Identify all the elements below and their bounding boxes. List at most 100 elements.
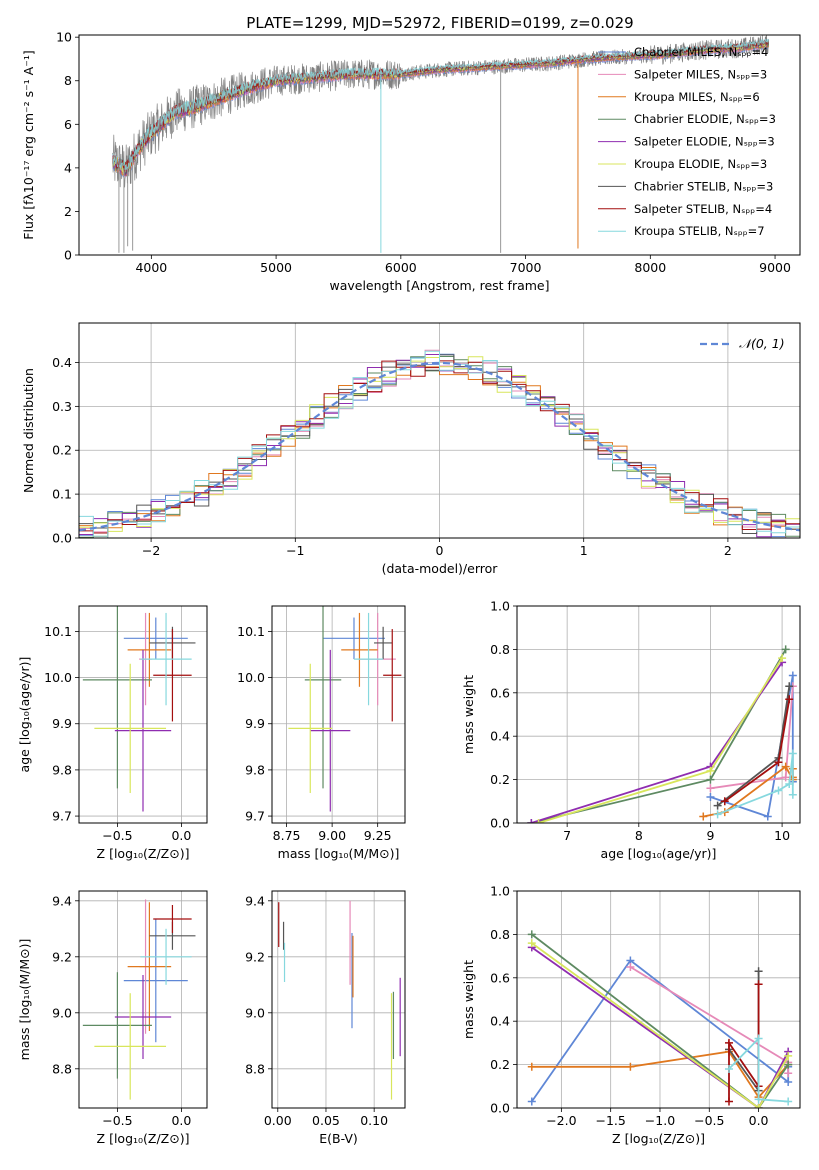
weight-marker-salpeter-miles — [626, 962, 635, 971]
axes: −0.5 0.0 8.8 9.0 9.2 9.4 Z [log₁₀(Z/Z⊙)] mass [… — [17, 890, 208, 1146]
legend-label-salpeter-miles: Salpeter MILES, Nₛₚₚ=3 — [634, 67, 767, 81]
x-tick-label: 8 — [635, 828, 643, 843]
weight-marker-kroupa-elodie — [778, 654, 787, 663]
weight-marker-kroupa-elodie — [534, 819, 543, 823]
y-tick-label: 2 — [64, 204, 72, 219]
y-axis-label: mass [log₁₀(M/M⊙)] — [17, 939, 32, 1061]
weight-line-chabrier-stelib — [728, 971, 760, 1094]
plot-area — [278, 900, 401, 1100]
weight-marker-kroupa-miles — [626, 1062, 635, 1071]
weight-marker-salpeter-stelib — [720, 797, 729, 806]
plot-area — [527, 930, 793, 1108]
mass-vs-ebv-panel: 0.00 0.05 0.10 8.8 9.0 9.2 9.4 E(B-V) — [245, 890, 406, 1146]
x-axis-label: wavelength [Angstrom, rest frame] — [329, 278, 549, 293]
weight-marker-chabrier-elodie — [781, 645, 790, 654]
x-tick-label: −1.0 — [645, 1113, 675, 1128]
x-tick-label: −2.0 — [546, 1113, 576, 1128]
axes: −2 −1 0 1 2 0.0 0.1 0.2 0.3 0.4 (data-model)/error… — [21, 322, 801, 576]
axes: 8.75 9.00 9.25 9.7 9.8 9.9 10.0 10.1 mass [log₁₀… — [237, 605, 406, 861]
plot-area — [112, 35, 770, 253]
weight-marker-kroupa-elodie — [784, 1051, 793, 1060]
weight-line-salpeter-elodie — [531, 661, 783, 823]
weight-marker-chabrier-stelib — [713, 801, 722, 810]
y-tick-label: 0.8 — [490, 927, 510, 942]
weight-marker-chabrier-elodie — [706, 775, 715, 784]
x-tick-label: 7 — [563, 828, 571, 843]
y-tick-label: 0.4 — [490, 1014, 510, 1029]
weight-marker-kroupa-miles — [699, 812, 708, 821]
x-tick-label: 9.25 — [364, 828, 392, 843]
x-tick-label: 9 — [706, 828, 714, 843]
legend-label-chabrier-stelib: Chabrier STELIB, Nₛₚₚ=3 — [634, 179, 773, 193]
weight-marker-salpeter-miles — [781, 773, 790, 782]
y-tick-label: 10.1 — [237, 624, 265, 639]
x-tick-label: 8.75 — [273, 828, 301, 843]
weight-marker-chabrier-miles — [706, 792, 715, 801]
x-tick-label: 7000 — [510, 260, 542, 275]
histogram-kroupa-stelib — [79, 350, 800, 538]
x-tick-label: 2 — [724, 543, 732, 558]
y-axis-label: mass weight — [461, 675, 476, 754]
axes: 0.00 0.05 0.10 8.8 9.0 9.2 9.4 E(B-V) — [245, 890, 406, 1146]
y-tick-label: 0.4 — [52, 355, 72, 370]
y-tick-label: 9.9 — [245, 716, 265, 731]
y-tick-label: 8.8 — [52, 1061, 72, 1076]
y-tick-label: 0.0 — [490, 816, 510, 831]
axes: 7 8 9 10 0.0 0.2 0.4 0.6 0.8 1.0 age [log₁₀(age/yr… — [461, 599, 801, 861]
weight-marker-kroupa-stelib — [774, 786, 783, 795]
y-axis-label: mass weight — [461, 960, 476, 1039]
weight-marker-salpeter-miles — [784, 1069, 793, 1078]
legend-label-kroupa-elodie: Kroupa ELODIE, Nₛₚₚ=3 — [634, 157, 767, 171]
weight-marker-kroupa-stelib — [788, 790, 797, 799]
x-tick-label: 0.05 — [312, 1113, 340, 1128]
x-tick-label: −2 — [142, 543, 160, 558]
x-tick-label: 6000 — [385, 260, 417, 275]
x-axis-label: Z [log₁₀(Z/Z⊙)] — [97, 846, 190, 861]
y-tick-label: 4 — [64, 160, 72, 175]
weight-line-kroupa-elodie — [538, 657, 783, 823]
plot-area — [527, 645, 797, 823]
weight-vs-metallicity-panel: −2.0 −1.5 −1.0 −0.5 0.0 0.0 0.2 0.4 0.6 0.8 1.0 Z [… — [461, 884, 801, 1146]
x-tick-label: 8000 — [634, 260, 666, 275]
y-tick-label: 0.1 — [52, 487, 72, 502]
weight-line-kroupa-elodie — [531, 942, 789, 1108]
y-tick-label: 9.4 — [52, 893, 72, 908]
x-tick-label: 10 — [774, 828, 790, 843]
x-axis-label: Z [log₁₀(Z/Z⊙)] — [612, 1131, 705, 1146]
x-tick-label: −0.5 — [102, 1113, 132, 1128]
plot-area — [82, 606, 196, 812]
y-tick-label: 8.8 — [245, 1061, 265, 1076]
weight-marker-salpeter-stelib — [774, 758, 783, 767]
age-vs-mass-panel: 8.75 9.00 9.25 9.7 9.8 9.9 10.0 10.1 mass [log₁₀… — [237, 605, 406, 861]
x-tick-label: −1 — [286, 543, 304, 558]
weight-marker-kroupa-stelib — [713, 810, 722, 819]
axes: −2.0 −1.5 −1.0 −0.5 0.0 0.0 0.2 0.4 0.6 0.8 1.0 Z [… — [461, 884, 801, 1146]
weight-marker-kroupa-elodie — [527, 939, 536, 948]
grid-lines — [272, 891, 405, 1108]
legend-label-kroupa-stelib: Kroupa STELIB, Nₛₚₚ=7 — [634, 224, 765, 238]
plot-area — [82, 899, 196, 1100]
weight-line-salpeter-miles — [710, 686, 794, 790]
y-tick-label: 9.0 — [52, 1005, 72, 1020]
spectrum-legend: Chabrier MILES, Nₛₚₚ=4 Salpeter MILES, Nₛ… — [598, 45, 776, 238]
weight-line-chabrier-elodie — [531, 933, 789, 1108]
x-tick-label: 9000 — [759, 260, 791, 275]
weight-marker-kroupa-stelib — [784, 1097, 793, 1106]
weight-marker-kroupa-elodie — [706, 766, 715, 775]
y-tick-label: 0.8 — [490, 642, 510, 657]
y-axis-label: Flux [fλ10⁻¹⁷ erg cm⁻² s⁻¹ A⁻¹] — [21, 50, 36, 239]
axes-frame — [78, 605, 208, 824]
axes-frame — [516, 890, 801, 1109]
weight-vs-age-panel: 7 8 9 10 0.0 0.2 0.4 0.6 0.8 1.0 age [log₁₀(age/yr… — [461, 599, 801, 861]
axes-frame — [271, 890, 406, 1109]
y-tick-label: 9.2 — [245, 949, 265, 964]
y-tick-label: 0.3 — [52, 399, 72, 414]
legend-label-kroupa-miles: Kroupa MILES, Nₛₚₚ=6 — [634, 90, 760, 104]
weight-marker-kroupa-miles — [527, 1062, 536, 1071]
y-tick-label: 9.9 — [52, 716, 72, 731]
weight-marker-kroupa-stelib — [785, 779, 794, 788]
y-tick-label: 0.6 — [490, 685, 510, 700]
axes-frame — [78, 34, 801, 256]
legend-label-chabrier-miles: Chabrier MILES, Nₛₚₚ=4 — [634, 45, 768, 59]
